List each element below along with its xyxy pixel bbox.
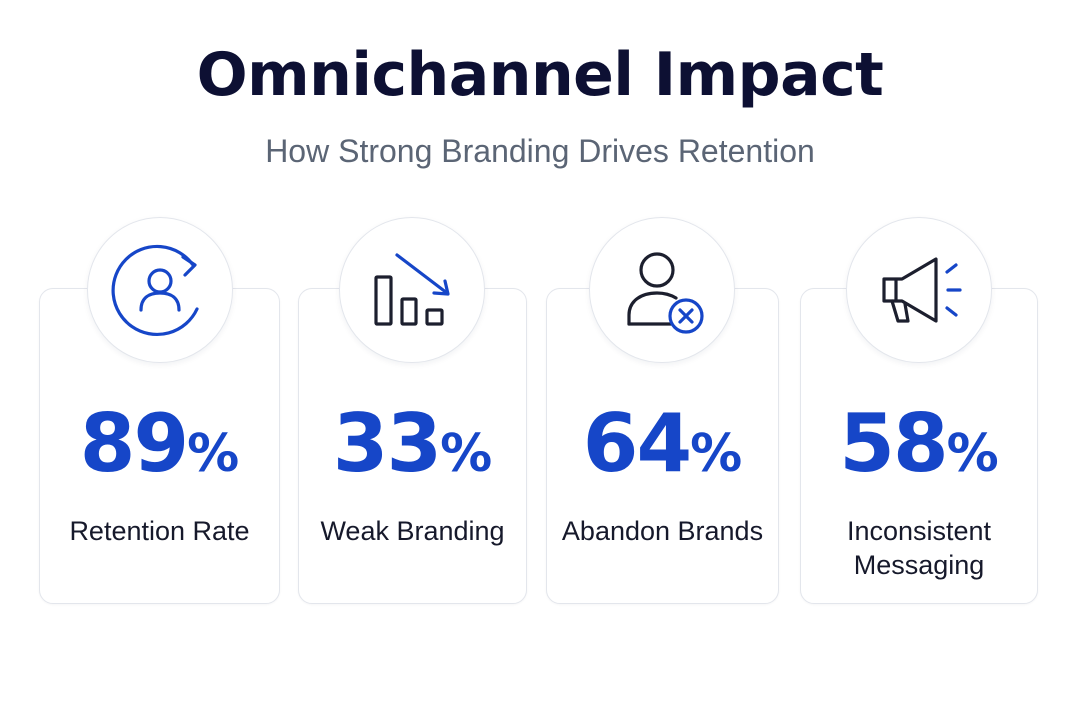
user-refresh-icon	[111, 244, 199, 337]
icon-badge	[589, 217, 735, 363]
stat-value: 89%	[39, 404, 280, 484]
declining-bar-chart-icon	[374, 253, 450, 326]
stat-unit: %	[690, 424, 743, 484]
icon-badge	[846, 217, 992, 363]
stat-label: Inconsistent Messaging	[846, 516, 992, 580]
stat-unit: %	[946, 424, 999, 484]
stat-label: Weak Branding	[320, 516, 505, 546]
icon-badge	[339, 217, 485, 363]
stat-number: 33	[332, 397, 442, 490]
page-title: Omnichannel Impact	[196, 40, 884, 110]
stat-label: Abandon Brands	[561, 516, 764, 546]
user-remove-icon	[627, 252, 704, 334]
stat-label: Retention Rate	[69, 516, 250, 546]
icon-badge	[87, 217, 233, 363]
stat-unit: %	[187, 424, 240, 484]
page-subtitle: How Strong Branding Drives Retention	[265, 133, 815, 169]
megaphone-icon	[882, 257, 962, 323]
stat-number: 89	[79, 397, 189, 490]
stat-value: 33%	[298, 404, 527, 484]
stat-number: 58	[839, 397, 948, 490]
stat-unit: %	[440, 424, 493, 484]
stat-value: 64%	[546, 404, 779, 484]
stat-value: 58%	[800, 404, 1038, 484]
stat-number: 64	[582, 397, 692, 490]
